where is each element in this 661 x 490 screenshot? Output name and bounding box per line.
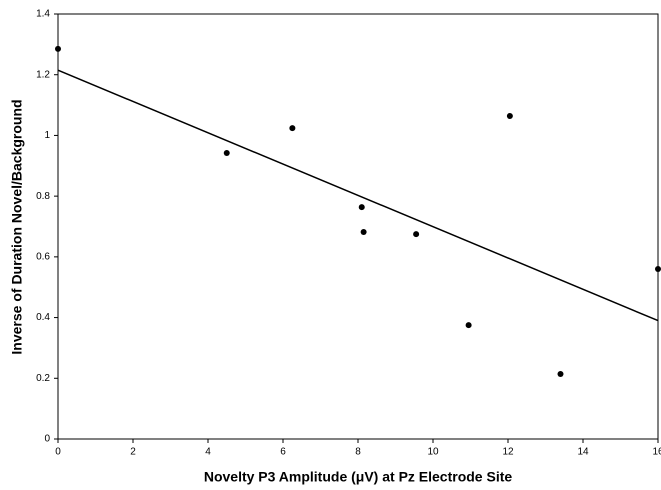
x-tick-label: 0 [55,447,61,458]
y-tick-label: 0.8 [36,191,50,202]
y-tick-label: 1.2 [36,69,50,80]
y-tick-label: 1 [44,130,50,141]
data-point [465,322,472,329]
data-point [289,125,296,132]
y-tick-label: 0.2 [36,373,50,384]
data-point [506,113,513,119]
x-tick-label: 12 [502,447,514,458]
data-point [557,371,564,378]
trend-line [57,69,659,322]
data-point [223,150,230,157]
x-tick-label: 6 [280,447,286,458]
data-point [358,204,365,211]
x-tick-label: 14 [577,447,589,458]
y-tick-label: 1.4 [36,9,50,20]
y-tick-label: 0 [44,434,50,445]
x-tick-label: 10 [427,447,439,458]
x-tick-label: 2 [130,447,136,458]
data-point [55,45,61,52]
y-axis-title: Inverse of Duration Novel/Background [9,99,25,354]
data-point [413,231,420,238]
y-tick-label: 0.4 [36,312,50,323]
x-tick-label: 16 [652,447,661,458]
data-point [360,228,367,235]
x-tick-label: 8 [355,447,361,458]
plot-frame [57,13,659,440]
y-tick-label: 0.6 [36,251,50,262]
x-axis-title: Novelty P3 Amplitude (μV) at Pz Electrod… [204,469,513,485]
data-point [655,266,661,272]
x-tick-label: 4 [205,447,211,458]
